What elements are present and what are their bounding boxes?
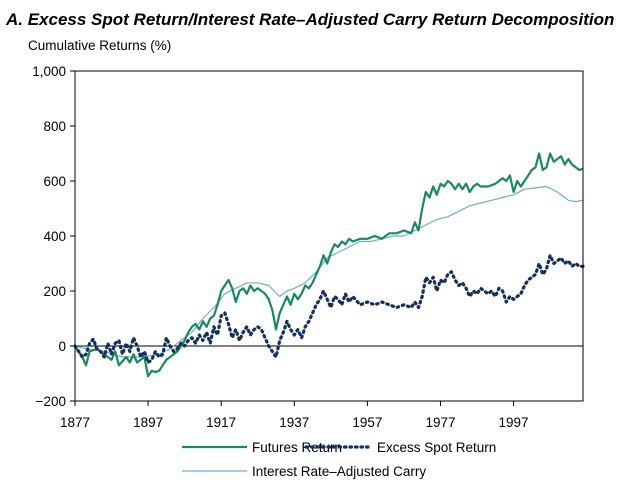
series-layer xyxy=(73,152,585,378)
series-line-carry xyxy=(74,185,584,358)
x-tick-label: 1897 xyxy=(133,415,163,430)
y-axis-label: Cumulative Returns (%) xyxy=(28,38,172,53)
x-tick-label: 1957 xyxy=(352,415,382,430)
y-tick-label: 600 xyxy=(43,174,66,189)
y-tick-label: 1,000 xyxy=(32,64,66,79)
y-tick-label: 0 xyxy=(58,339,66,354)
legend-label-carry: Interest Rate–Adjusted Carry xyxy=(252,464,426,479)
plot-frame xyxy=(74,70,584,402)
y-tick-label: 800 xyxy=(43,119,66,134)
y-tick-label: 400 xyxy=(43,229,66,244)
x-tick-label: 1937 xyxy=(279,415,309,430)
legend-label-excess-spot: Excess Spot Return xyxy=(377,440,496,455)
x-tick-label: 1917 xyxy=(206,415,236,430)
x-axis: 1877 1897 1917 1937 1957 1977 1997 xyxy=(60,401,529,430)
y-axis: −200 0 200 400 600 800 1,000 xyxy=(32,64,75,409)
y-tick-label: −200 xyxy=(36,394,66,409)
x-tick-label: 1977 xyxy=(425,415,455,430)
legend: Futures Return Excess Spot Return Intere… xyxy=(182,440,496,479)
legend-label-futures: Futures Return xyxy=(252,440,342,455)
x-tick-label: 1877 xyxy=(60,415,90,430)
x-tick-label: 1997 xyxy=(499,415,529,430)
series-line-futures xyxy=(74,152,584,378)
series-line-excess-spot xyxy=(73,253,585,365)
chart-title: A. Excess Spot Return/Interest Rate–Adju… xyxy=(6,10,615,29)
y-tick-label: 200 xyxy=(43,284,66,299)
